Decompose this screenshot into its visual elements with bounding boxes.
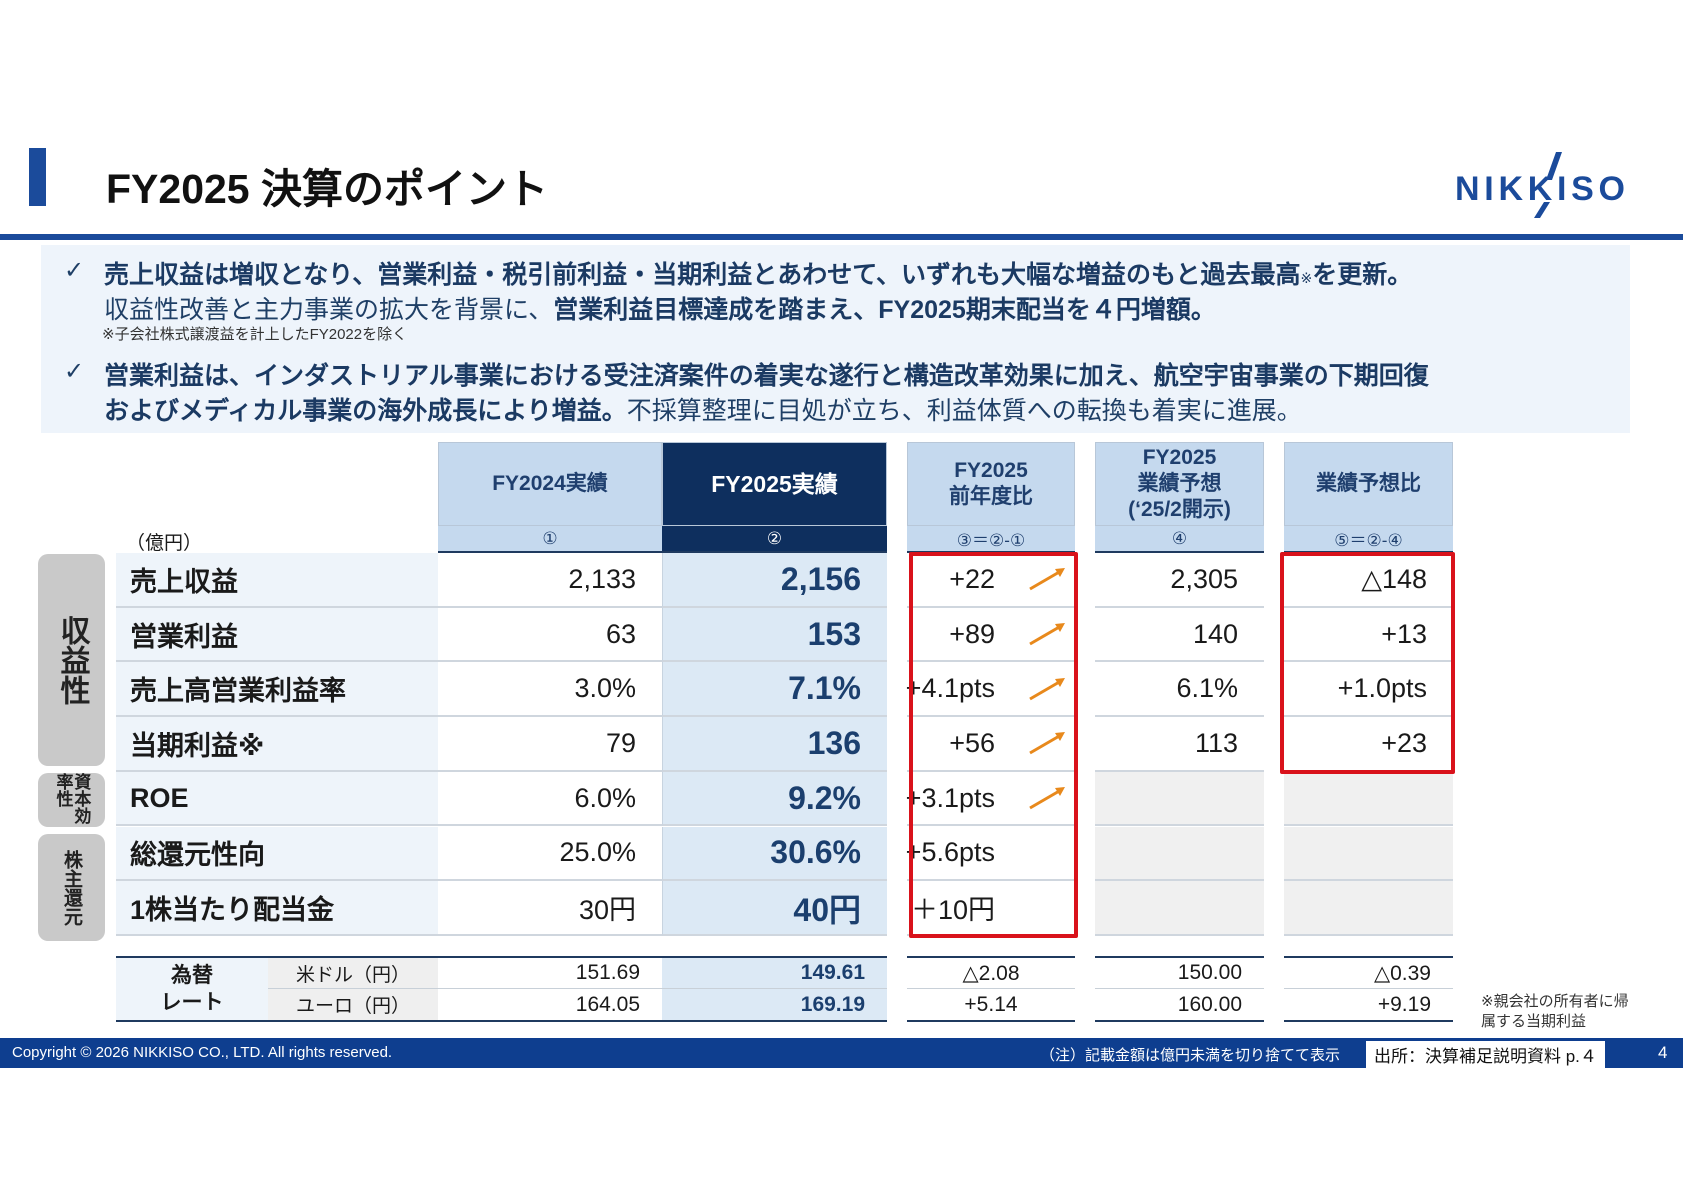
table-cell-forecast: 6.1% [1095, 662, 1264, 718]
table-cell-fy25: 2,156 [662, 553, 887, 608]
fx-cell-fy25: 169.19 [662, 989, 887, 1022]
fx-cell-fy24: 151.69 [438, 956, 662, 989]
column-formula-1: ① [438, 526, 662, 553]
fx-cell-vs_forecast: +9.19 [1284, 989, 1453, 1022]
table-cell-vs_forecast [1284, 881, 1453, 936]
row-label: 売上高営業利益率 [116, 662, 438, 718]
fx-cell-forecast: 150.00 [1095, 956, 1264, 989]
row-label: 1株当たり配当金 [116, 881, 438, 936]
table-cell-yoy: +5.6pts [906, 826, 1075, 882]
fx-cell-fy24: 164.05 [438, 989, 662, 1022]
up-arrow-icon [1027, 675, 1067, 703]
svg-text:NIKKISO: NIKKISO [1455, 170, 1625, 208]
page-number: 4 [1658, 1043, 1668, 1062]
summary-footnote: ※子会社株式譲渡益を計上したFY2022を除く [102, 326, 408, 343]
table-cell-vs_forecast: △148 [1284, 553, 1453, 608]
table-cell-vs_forecast [1284, 826, 1453, 882]
fx-cell-yoy: +5.14 [907, 989, 1075, 1022]
column-header-2: FY2025実績 [662, 442, 887, 526]
column-formula-3: ③＝②-① [907, 526, 1075, 553]
table-cell-forecast [1095, 771, 1264, 827]
table-cell-fy25: 30.6% [662, 826, 887, 882]
table-cell-fy25: 7.1% [662, 662, 887, 718]
group-label-shareholder-return: 株主還元 [38, 834, 105, 941]
table-cell-fy25: 9.2% [662, 771, 887, 827]
group-label-capital-efficiency: 資本効率性 [38, 773, 105, 827]
table-cell-fy25: 40円 [662, 881, 887, 936]
row-label: 当期利益※ [116, 717, 438, 772]
table-cell-fy24: 63 [438, 607, 662, 663]
table-cell-yoy: +56 [907, 717, 1075, 772]
row-label: ROE [116, 771, 438, 827]
summary-bullet-2-line-1: 営業利益は、インダストリアル事業における受注済案件の着実な遂行と構造改革効果に加… [104, 362, 1429, 390]
footer-note: （注）記載金額は億円未満を切り捨てて表示 [1040, 1047, 1341, 1064]
table-cell-forecast: 140 [1095, 607, 1264, 663]
table-cell-yoy: +3.1pts [906, 771, 1075, 827]
column-header-1: FY2024実績 [438, 442, 662, 526]
fx-label: 為替 レート [116, 956, 268, 1022]
table-cell-fy24: 25.0% [438, 826, 662, 882]
table-cell-fy24: 2,133 [438, 553, 662, 608]
table-cell-vs_forecast: +13 [1284, 607, 1453, 663]
table-cell-yoy: +89 [907, 607, 1075, 663]
table-cell-fy25: 153 [662, 607, 887, 663]
table-cell-vs_forecast [1284, 771, 1453, 827]
up-arrow-icon [1027, 620, 1067, 648]
header-divider [0, 234, 1683, 240]
summary-bullet-2-line-2: およびメディカル事業の海外成長により増益。不採算整理に目処が立ち、利益体質への転… [104, 397, 1302, 425]
column-formula-2: ② [662, 526, 887, 553]
table-cell-forecast: 2,305 [1095, 553, 1264, 608]
footer-bar: Copyright © 2026 NIKKISO CO., LTD. All r… [0, 1038, 1683, 1068]
nikkiso-logo: NIKKISO [1448, 150, 1633, 220]
title-accent-bar [29, 148, 46, 206]
table-cell-forecast [1095, 826, 1264, 882]
fx-cell-forecast: 160.00 [1095, 989, 1264, 1022]
copyright: Copyright © 2026 NIKKISO CO., LTD. All r… [12, 1044, 393, 1061]
summary-box [41, 245, 1630, 433]
fx-currency: ユーロ（円） [268, 989, 438, 1022]
fx-cell-yoy: △2.08 [907, 956, 1075, 989]
table-cell-forecast: 113 [1095, 717, 1264, 772]
check-icon: ✓ [64, 257, 85, 284]
summary-bullet-1-line-2: 収益性改善と主力事業の拡大を背景に、営業利益目標達成を踏まえ、FY2025期末配… [104, 296, 1216, 324]
table-cell-forecast [1095, 881, 1264, 936]
row-label: 総還元性向 [116, 826, 438, 882]
footnote: ※親会社の所有者に帰属する当期利益 [1481, 993, 1629, 1030]
check-icon: ✓ [64, 358, 85, 385]
column-header-3: FY2025 前年度比 [907, 442, 1075, 526]
up-arrow-icon [1027, 565, 1067, 593]
group-label-profitability: 収益性 [38, 554, 105, 766]
row-label: 営業利益 [116, 607, 438, 663]
summary-bullet-1-line-1: 売上収益は増収となり、営業利益・税引前利益・当期利益とあわせて、いずれも大幅な増… [104, 261, 1413, 289]
highlight-box-yoy [909, 552, 1078, 938]
column-header-4: FY2025 業績予想 (‘25/2開示) [1095, 442, 1264, 526]
column-formula-5: ⑤＝②-④ [1284, 526, 1453, 553]
fx-cell-vs_forecast: △0.39 [1284, 956, 1453, 989]
table-cell-vs_forecast: +1.0pts [1284, 662, 1453, 718]
up-arrow-icon [1027, 729, 1067, 757]
table-cell-yoy: ＋10円 [907, 881, 1075, 936]
fx-cell-fy25: 149.61 [662, 956, 887, 989]
up-arrow-icon [1027, 784, 1067, 812]
column-header-5: 業績予想比 [1284, 442, 1453, 526]
table-cell-fy24: 30円 [438, 881, 662, 936]
column-formula-4: ④ [1095, 526, 1264, 553]
table-cell-fy25: 136 [662, 717, 887, 772]
row-label: 売上収益 [116, 553, 438, 608]
table-cell-fy24: 3.0% [438, 662, 662, 718]
table-cell-fy24: 79 [438, 717, 662, 772]
fx-currency: 米ドル（円） [268, 956, 438, 989]
source-label: 出所：決算補足説明資料 p.４ [1366, 1041, 1605, 1068]
page-title: FY2025 決算のポイント [106, 166, 548, 212]
unit-label: （億円） [126, 533, 203, 554]
table-cell-yoy: +4.1pts [906, 662, 1075, 718]
table-cell-yoy: +22 [907, 553, 1075, 608]
highlight-box-vs-forecast [1280, 552, 1455, 774]
table-cell-fy24: 6.0% [438, 771, 662, 827]
